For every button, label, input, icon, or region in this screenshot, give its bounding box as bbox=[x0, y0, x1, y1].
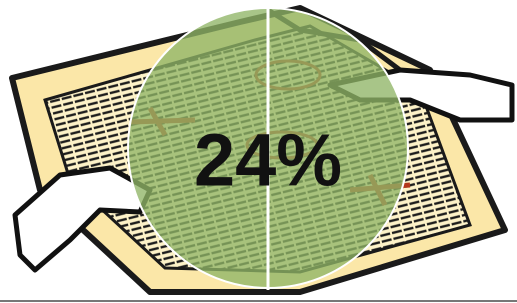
percent-label: 24% bbox=[194, 119, 342, 202]
illustration: 24% bbox=[0, 0, 517, 303]
page: 24% (() => { const data = JSON.parse(doc… bbox=[0, 0, 517, 303]
